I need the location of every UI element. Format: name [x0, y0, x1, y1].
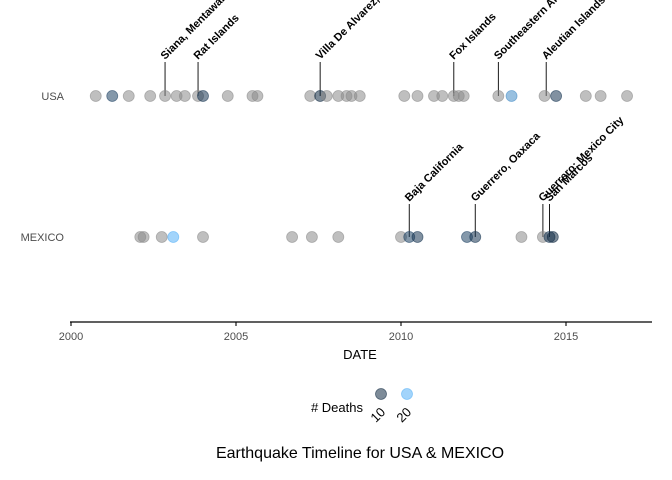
quake-point — [411, 231, 424, 243]
quake-point — [106, 90, 119, 102]
x-tick-label: 2015 — [554, 331, 578, 343]
quake-point — [197, 231, 209, 243]
quake-point — [167, 231, 180, 243]
legend-title: # Deaths — [311, 400, 364, 415]
quake-point — [197, 90, 209, 102]
quake-point — [144, 90, 157, 102]
legend-label: 20 — [393, 404, 414, 425]
quake-points — [89, 90, 633, 243]
x-tick-label: 2010 — [389, 331, 413, 343]
quake-point — [155, 231, 168, 243]
quake-point — [538, 90, 551, 102]
legend-label: 10 — [367, 404, 388, 425]
quake-point — [436, 90, 449, 102]
quake-point — [505, 90, 518, 102]
x-tick-label: 2000 — [59, 331, 83, 343]
quake-location-label: San Marcos — [543, 152, 595, 204]
quake-point — [304, 90, 317, 102]
quake-location-label: Fox Islands — [447, 11, 498, 62]
quake-point — [457, 90, 470, 102]
quake-point — [579, 90, 592, 102]
legend-swatch — [401, 388, 413, 400]
quake-point — [353, 90, 366, 102]
quake-point — [221, 90, 234, 102]
quake-point — [320, 90, 333, 102]
legend-swatch — [375, 388, 387, 400]
x-tick-label: 2005 — [224, 331, 248, 343]
quake-point — [286, 231, 299, 243]
quake-point — [515, 231, 528, 243]
quake-point — [594, 90, 607, 102]
quake-point — [546, 231, 559, 243]
row-label-mexico: MEXICO — [21, 232, 65, 244]
row-label-usa: USA — [41, 91, 64, 103]
quake-point — [178, 90, 191, 102]
quake-point — [621, 90, 633, 102]
quake-point — [398, 90, 411, 102]
quake-point — [411, 90, 424, 102]
quake-point — [122, 90, 135, 102]
quake-point — [305, 231, 318, 243]
x-axis-title: DATE — [343, 347, 377, 362]
quake-point — [137, 231, 150, 243]
quake-point — [89, 90, 102, 102]
quake-point — [251, 90, 264, 102]
quake-point — [159, 90, 171, 102]
legend-entries: 10 20 — [367, 388, 414, 425]
legend: # Deaths 10 20 — [311, 388, 414, 425]
quake-location-label: Guerrero, Oaxaca — [469, 130, 543, 204]
quake-point — [469, 231, 482, 243]
quake-location-label: Baja California — [403, 141, 467, 205]
row-labels: USA MEXICO — [21, 91, 65, 244]
quake-point — [492, 90, 505, 102]
quake-point — [550, 90, 562, 102]
x-axis-ticks: 2000 2005 2010 2015 — [59, 322, 578, 343]
chart-title: Earthquake Timeline for USA & MEXICO — [216, 445, 504, 462]
quake-point — [332, 231, 345, 243]
